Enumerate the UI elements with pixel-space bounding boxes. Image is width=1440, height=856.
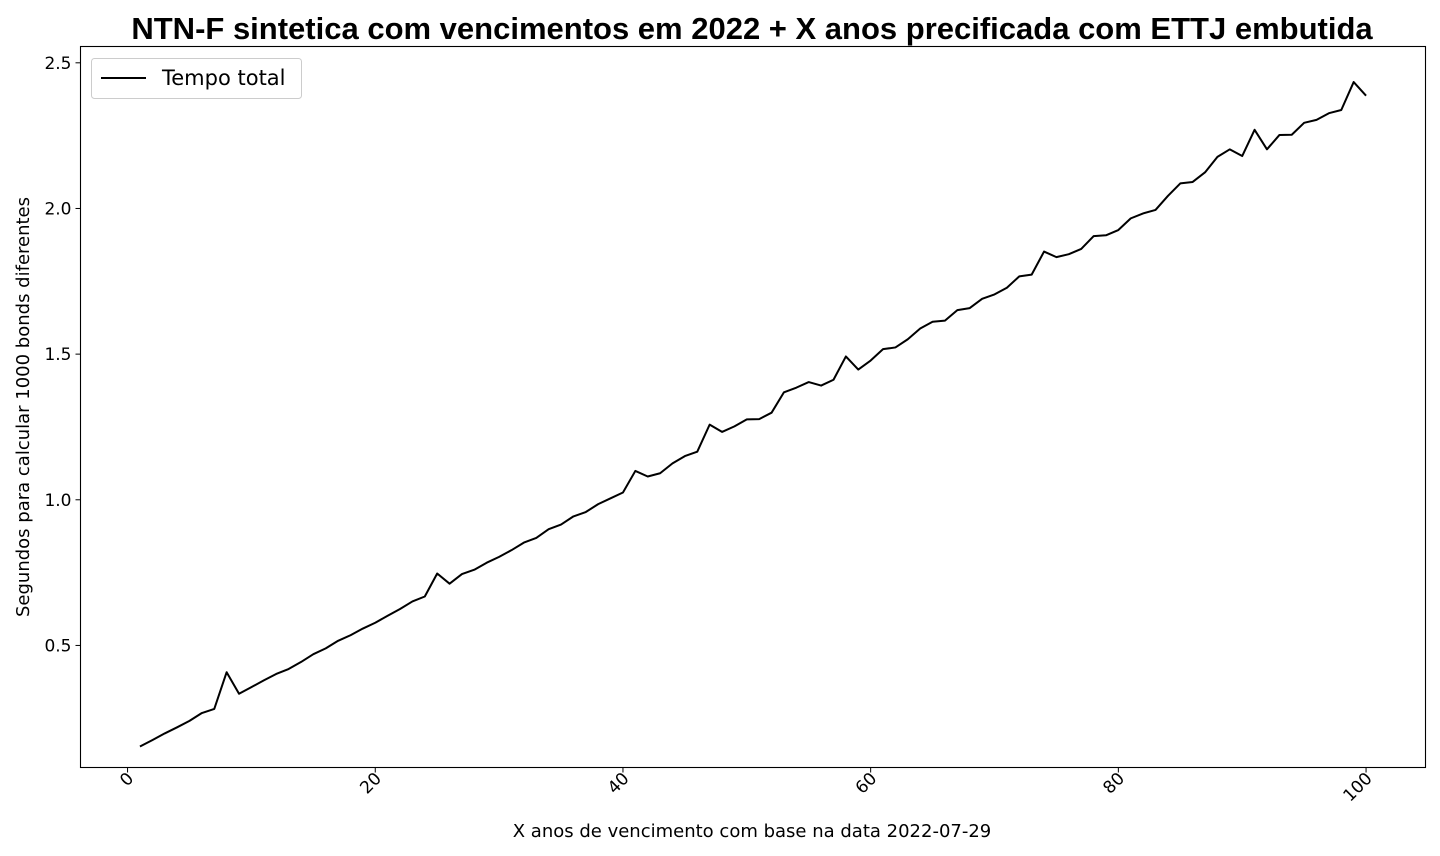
x-tick-label: 20: [356, 769, 385, 798]
chart-title: NTN-F sintetica com vencimentos em 2022 …: [131, 11, 1373, 46]
x-tick-label: 0: [116, 769, 138, 791]
y-axis-label: Segundos para calcular 1000 bonds difere…: [13, 197, 34, 617]
y-axis: 0.5 1.0 1.5 2.0 2.5: [44, 54, 81, 656]
x-tick-label: 60: [852, 769, 881, 798]
series-line-tempo-total: [139, 81, 1367, 748]
y-tick-label: 2.5: [44, 54, 71, 74]
x-tick-label: 100: [1339, 769, 1376, 806]
y-tick-label: 2.0: [44, 199, 71, 219]
y-tick-label: 1.5: [44, 345, 71, 365]
y-tick-label: 0.5: [44, 636, 71, 656]
plot-area: [79, 45, 1427, 769]
x-axis-label: X anos de vencimento com base na data 20…: [513, 821, 992, 842]
x-axis: 0 20 40 60 80 100: [116, 767, 1377, 806]
legend-box: [91, 58, 302, 99]
x-tick-label: 80: [1099, 769, 1128, 798]
legend: Tempo total: [91, 58, 302, 99]
legend-label-tempo-total: Tempo total: [161, 66, 286, 90]
x-tick-label: 40: [604, 769, 633, 798]
y-tick-label: 1.0: [44, 491, 71, 511]
